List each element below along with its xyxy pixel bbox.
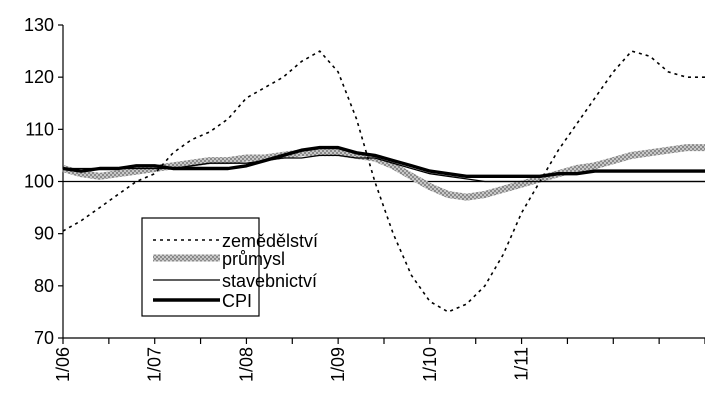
tick-labels: 70 80 90 100 110 120 130 1/06 1/07 1/08 1/09 1/10 1/… — [24, 15, 532, 382]
x-tick-label: 1/06 — [53, 347, 73, 382]
legend-label-prumysl: průmysl — [222, 249, 285, 269]
y-tick-label: 80 — [34, 276, 54, 296]
legend-label-cpi: CPI — [222, 291, 252, 311]
y-tick-label: 90 — [34, 224, 54, 244]
x-tick-label: 1/10 — [420, 347, 440, 382]
y-tick-label: 100 — [24, 172, 54, 192]
series-line-zemědělství — [62, 50, 705, 313]
legend-label-zemedelstvi: zemědělství — [222, 231, 318, 251]
legend: zemědělství průmysl stavebnictví CPI — [141, 217, 318, 317]
series-line-CPI — [62, 145, 705, 178]
x-tick-label: 1/09 — [328, 347, 348, 382]
axes — [58, 24, 705, 344]
legend-label-stavebnictvi: stavebnictví — [222, 271, 317, 291]
y-tick-label: 70 — [34, 328, 54, 348]
x-tick-label: 1/11 — [512, 347, 532, 381]
series-line-průmysl — [62, 144, 705, 201]
y-tick-label: 120 — [24, 67, 54, 87]
y-tick-label: 110 — [25, 119, 54, 139]
x-tick-label: 1/07 — [145, 347, 165, 382]
y-tick-label: 130 — [24, 15, 54, 35]
series-layer — [62, 50, 705, 313]
x-tick-label: 1/08 — [236, 347, 256, 382]
